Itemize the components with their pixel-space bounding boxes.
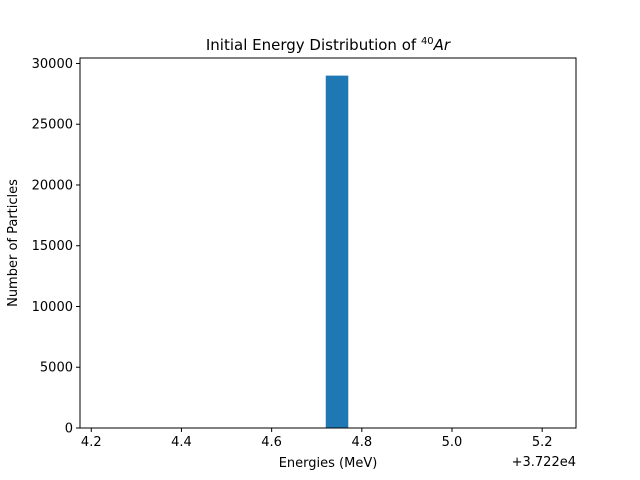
- histogram-bar-0: [325, 75, 349, 428]
- x-tick-label-5: 5.2: [532, 435, 553, 450]
- y-axis-label: Number of Particles: [6, 179, 21, 307]
- x-tick-label-0: 4.2: [81, 435, 102, 450]
- x-tick-label-1: 4.4: [171, 435, 192, 450]
- x-axis-offset-label: +3.722e4: [512, 455, 576, 470]
- y-axis-ticks: 0 5000 10000 15000 20000 25000 30000: [32, 57, 80, 437]
- x-axis-label: Energies (MeV): [279, 456, 378, 471]
- x-axis-ticks: 4.2 4.4 4.6 4.8 5.0 5.2: [81, 428, 553, 450]
- bars-layer: [325, 75, 349, 428]
- y-tick-label-3: 15000: [32, 239, 73, 254]
- y-tick-label-1: 5000: [40, 361, 73, 376]
- chart-title-prefix: Initial Energy Distribution of: [206, 36, 421, 54]
- y-tick-label-4: 20000: [32, 178, 73, 193]
- x-tick-label-2: 4.6: [261, 435, 282, 450]
- x-tick-label-4: 5.0: [442, 435, 463, 450]
- chart-title-element: Ar: [433, 36, 451, 54]
- chart-title-mass-number: 40: [421, 36, 434, 47]
- chart-title: Initial Energy Distribution of 40Ar: [206, 36, 451, 54]
- x-tick-label-3: 4.8: [351, 435, 372, 450]
- y-tick-label-0: 0: [65, 422, 73, 437]
- y-tick-label-2: 10000: [32, 300, 73, 315]
- plot-frame: [79, 57, 577, 429]
- y-tick-label-6: 30000: [32, 57, 73, 72]
- y-tick-label-5: 25000: [32, 118, 73, 133]
